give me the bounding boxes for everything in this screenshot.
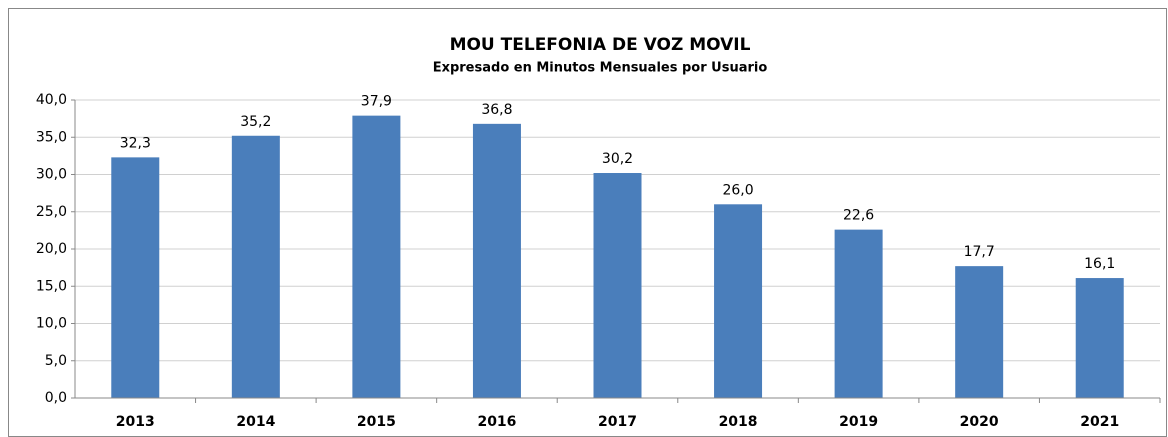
bar (231, 135, 280, 398)
y-tick-label: 10,0 (36, 316, 67, 332)
x-tick-label: 2020 (960, 414, 999, 430)
x-tick-label: 2016 (477, 414, 516, 430)
bar (472, 123, 521, 398)
x-tick-label: 2021 (1080, 414, 1119, 430)
bar (352, 115, 401, 399)
y-tick-label: 35,0 (36, 129, 67, 145)
data-label: 22,6 (843, 208, 874, 224)
y-tick-label: 5,0 (45, 353, 67, 369)
data-label: 37,9 (361, 94, 392, 110)
bar (1075, 278, 1124, 398)
data-label: 35,2 (240, 114, 271, 130)
y-tick-label: 25,0 (36, 204, 67, 220)
data-label: 16,1 (1084, 256, 1115, 272)
y-tick-label: 20,0 (36, 241, 67, 257)
data-label: 17,7 (964, 244, 995, 260)
y-tick-label: 15,0 (36, 278, 67, 294)
chart-title: MOU TELEFONIA DE VOZ MOVIL (450, 35, 751, 55)
data-label: 32,3 (120, 135, 151, 151)
x-tick-label: 2013 (116, 414, 155, 430)
data-label: 30,2 (602, 151, 633, 167)
y-tick-label: 0,0 (45, 390, 67, 406)
data-label: 36,8 (481, 102, 512, 118)
x-tick-label: 2018 (719, 414, 758, 430)
x-tick-label: 2015 (357, 414, 396, 430)
bar (593, 173, 642, 398)
y-tick-label: 40,0 (36, 92, 67, 108)
bar (714, 204, 763, 398)
x-tick-label: 2017 (598, 414, 637, 430)
bar (955, 266, 1004, 398)
y-tick-label: 30,0 (36, 167, 67, 183)
bar (834, 229, 883, 398)
bar (111, 157, 160, 398)
x-tick-label: 2019 (839, 414, 878, 430)
chart-subtitle: Expresado en Minutos Mensuales por Usuar… (433, 61, 768, 76)
x-tick-label: 2014 (236, 414, 275, 430)
data-label: 26,0 (722, 182, 753, 198)
